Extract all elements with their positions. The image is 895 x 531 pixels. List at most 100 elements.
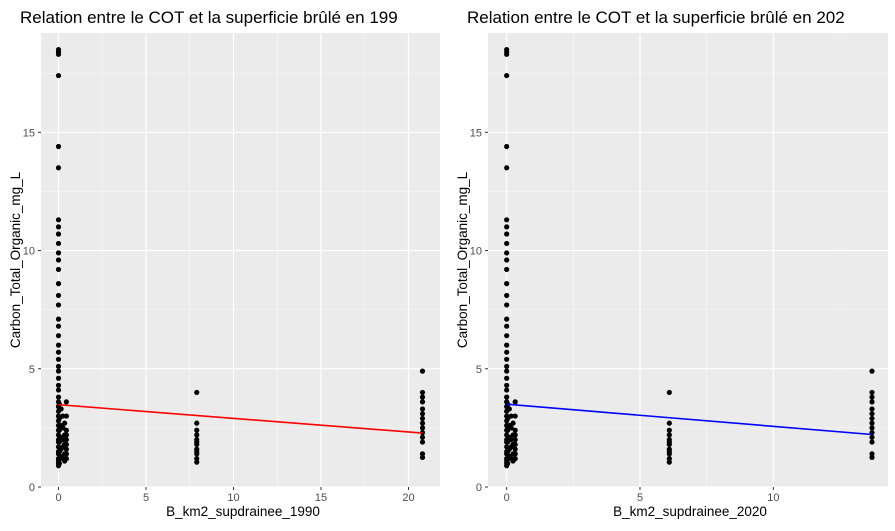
chart-panel-1990: Relation entre le COT et la superficie b… <box>8 8 440 519</box>
chart-panel-2020: Relation entre le COT et la superficie b… <box>455 8 888 519</box>
data-point <box>512 451 518 457</box>
data-point <box>512 437 518 443</box>
regression-line <box>58 403 423 434</box>
x-tick-label: 5 <box>637 492 643 504</box>
data-point <box>666 459 672 465</box>
data-point <box>55 363 62 370</box>
x-tick-label: 20 <box>402 492 414 504</box>
data-point <box>666 427 672 433</box>
data-point <box>504 240 510 247</box>
data-point <box>194 432 200 438</box>
regression-line <box>506 403 873 436</box>
data-point <box>504 394 510 400</box>
data-point <box>55 342 62 348</box>
data-point <box>194 451 200 457</box>
data-point <box>505 460 511 466</box>
data-point <box>55 316 62 322</box>
data-point <box>512 432 518 438</box>
data-point <box>504 316 510 322</box>
x-tick-label: 15 <box>315 492 327 504</box>
data-point <box>666 432 672 438</box>
data-point <box>504 382 510 388</box>
data-point <box>504 333 510 339</box>
y-tick-label: 15 <box>470 127 482 139</box>
data-point <box>869 415 875 422</box>
data-point <box>869 368 875 374</box>
data-point <box>55 266 62 273</box>
data-point <box>63 413 69 419</box>
data-point <box>55 292 62 299</box>
y-axis-label: Carbon_Total_Organic_mg_L <box>8 171 23 348</box>
chart-title: Relation entre le COT et la superficie b… <box>20 8 398 27</box>
data-point <box>512 427 518 433</box>
data-point <box>869 434 875 440</box>
data-point <box>194 459 200 465</box>
data-point <box>512 399 518 405</box>
data-point <box>419 420 426 426</box>
data-point <box>55 250 62 256</box>
data-point <box>504 349 510 355</box>
data-point <box>419 425 426 431</box>
data-point <box>55 375 62 381</box>
data-point <box>194 441 200 448</box>
data-point <box>512 441 518 448</box>
data-point <box>504 342 510 348</box>
data-point <box>869 439 875 445</box>
data-point <box>504 250 510 256</box>
y-tick-label: 5 <box>29 364 35 376</box>
data-point <box>194 389 200 396</box>
data-point <box>512 456 518 462</box>
plot-background <box>488 33 888 487</box>
data-point <box>666 389 672 396</box>
data-point <box>504 51 510 57</box>
data-point <box>55 143 62 150</box>
data-point <box>55 257 62 263</box>
data-point <box>55 224 62 230</box>
data-point <box>55 51 62 57</box>
data-point <box>55 240 62 247</box>
data-point <box>55 323 62 329</box>
data-point <box>56 460 62 466</box>
data-point <box>504 281 510 287</box>
data-point <box>55 356 62 362</box>
chart-title: Relation entre le COT et la superficie b… <box>467 8 845 27</box>
data-point <box>504 257 510 263</box>
data-point <box>194 427 200 433</box>
data-point <box>55 387 62 393</box>
data-point <box>63 441 69 448</box>
data-point <box>55 72 62 79</box>
data-point <box>869 420 875 426</box>
data-point <box>504 363 510 370</box>
data-point <box>504 302 510 308</box>
data-point <box>419 439 426 445</box>
data-point <box>63 456 69 462</box>
data-point <box>504 143 510 150</box>
y-tick-label: 0 <box>29 482 35 494</box>
data-point <box>510 420 516 426</box>
data-point <box>508 437 514 443</box>
data-point <box>666 420 672 426</box>
data-point <box>869 394 875 400</box>
y-axis-label: Carbon_Total_Organic_mg_L <box>455 171 470 348</box>
y-tick-label: 0 <box>476 482 482 494</box>
x-tick-label: 10 <box>227 492 239 504</box>
x-tick-label: 0 <box>504 492 510 504</box>
plot-background <box>41 33 440 487</box>
data-point <box>504 266 510 273</box>
data-point <box>504 292 510 299</box>
data-point <box>419 399 426 405</box>
x-tick-label: 0 <box>55 492 61 504</box>
data-point <box>869 425 875 431</box>
data-point <box>419 368 426 374</box>
data-point <box>869 406 875 412</box>
data-point <box>419 389 426 396</box>
data-point <box>55 217 62 223</box>
data-point <box>504 375 510 381</box>
data-point <box>55 281 62 287</box>
x-axis-label: B_km2_supdrainee_2020 <box>613 504 767 519</box>
data-point <box>508 413 514 419</box>
data-point <box>194 420 200 426</box>
y-tick-label: 10 <box>23 246 35 258</box>
data-point <box>504 217 510 223</box>
